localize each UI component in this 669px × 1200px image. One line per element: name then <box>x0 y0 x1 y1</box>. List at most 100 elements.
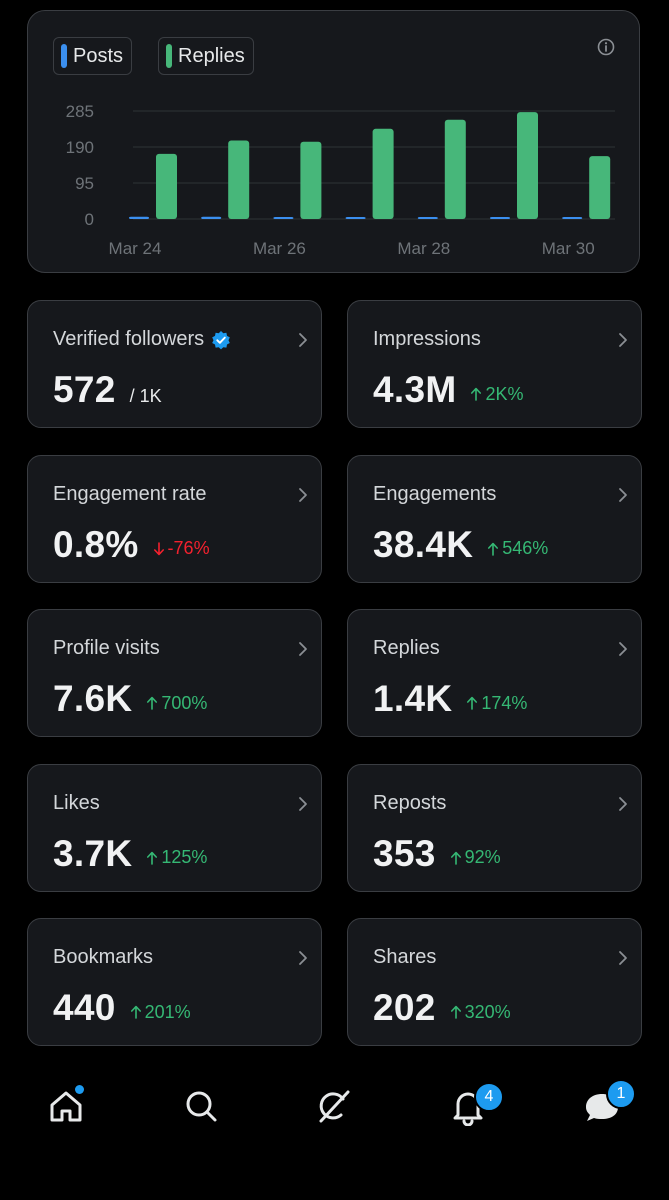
posts-bar[interactable] <box>201 216 222 219</box>
arrow-up-icon <box>147 851 158 865</box>
stat-change: 125% <box>146 847 207 868</box>
stat-label: Reposts <box>373 792 446 815</box>
chevron-right-icon <box>299 951 307 965</box>
stat-label: Verified followers <box>53 328 231 351</box>
chevron-right-icon <box>619 333 627 347</box>
search-icon <box>186 1091 217 1122</box>
stat-label-text: Verified followers <box>53 328 205 350</box>
posts-bar[interactable] <box>273 217 294 219</box>
replies-bar[interactable] <box>589 156 611 219</box>
posts-bar[interactable] <box>129 216 149 219</box>
stat-value: 1.4K <box>373 678 453 719</box>
nav-search[interactable] <box>181 1086 225 1130</box>
stat-value-row: 572 / 1K <box>53 369 162 411</box>
legend-replies-label: Replies <box>178 44 245 67</box>
nav-messages[interactable]: 1 <box>582 1079 636 1130</box>
stat-card[interactable]: Profile visits 7.6K 700% <box>27 609 322 737</box>
stat-change: 92% <box>450 847 501 868</box>
posts-bar[interactable] <box>490 217 510 219</box>
replies-bar[interactable] <box>444 119 466 219</box>
stat-card[interactable]: Replies 1.4K 174% <box>347 609 642 737</box>
stat-value: 7.6K <box>53 678 133 719</box>
x-tick-label: Mar 28 <box>397 239 450 258</box>
posts-bar[interactable] <box>562 217 583 219</box>
stat-change-text: 92% <box>464 847 501 867</box>
chevron-right-icon <box>299 333 307 347</box>
legend-posts-toggle[interactable]: Posts <box>53 37 133 75</box>
arrow-up-icon <box>147 696 158 710</box>
posts-bar[interactable] <box>417 217 438 219</box>
stat-card[interactable]: Bookmarks 440 201% <box>27 918 322 1046</box>
nav-notifications[interactable]: 4 <box>448 1082 504 1130</box>
stat-change-text: -76% <box>167 538 210 558</box>
replies-bar[interactable] <box>156 153 177 219</box>
chevron-right-icon <box>619 642 627 656</box>
stat-card[interactable]: Verified followers 572 / 1K <box>27 300 322 428</box>
stat-value-row: 3.7K 125% <box>53 833 207 875</box>
x-tick-label: Mar 24 <box>109 239 162 258</box>
stat-value: 353 <box>373 832 436 874</box>
info-circle-icon[interactable] <box>596 37 616 57</box>
stat-value-row: 38.4K 546% <box>373 524 548 566</box>
y-tick-label: 190 <box>66 138 94 157</box>
analytics-chart-card: Posts Replies 285 190 95 0 Mar 24 Mar 26 Mar 2… <box>27 10 640 273</box>
posts-swatch <box>61 44 67 68</box>
stat-change-text: 320% <box>464 1001 511 1022</box>
stat-value-row: 0.8% -76% <box>53 524 210 566</box>
x-tick-label: Mar 30 <box>542 239 595 258</box>
stat-change-text: 2K% <box>485 383 524 404</box>
stat-change-text: 201% <box>144 1001 191 1022</box>
grok-icon <box>319 1090 350 1123</box>
stat-change-text: 546% <box>502 538 549 558</box>
chevron-right-icon <box>619 951 627 965</box>
posts-bar[interactable] <box>345 217 366 219</box>
replies-bar[interactable] <box>228 140 250 219</box>
y-tick-label: 285 <box>66 102 94 121</box>
bottom-nav: 4 1 <box>0 1068 669 1152</box>
arrow-up-icon <box>450 851 461 865</box>
y-tick-label: 0 <box>85 210 94 229</box>
stat-change: 320% <box>450 1002 511 1023</box>
stat-label-text: Reposts <box>373 791 447 814</box>
messages-badge: 1 <box>606 1079 636 1109</box>
chevron-right-icon <box>299 796 307 811</box>
stat-card[interactable]: Reposts 353 92% <box>347 763 642 892</box>
home-unread-dot <box>75 1085 84 1094</box>
legend-replies-toggle[interactable]: Replies <box>158 37 254 75</box>
stat-label-text: Replies <box>373 637 440 659</box>
stat-value-row: 353 92% <box>373 833 501 875</box>
bell-icon <box>453 1092 483 1127</box>
stat-value: 3.7K <box>53 832 133 874</box>
stat-value: 4.3M <box>373 369 457 410</box>
stat-change: -76% <box>153 538 210 559</box>
stat-label-text: Profile visits <box>53 637 160 659</box>
stat-change: 2K% <box>470 383 524 405</box>
stat-card[interactable]: Shares 202 320% <box>347 918 642 1046</box>
stat-change: 700% <box>146 693 207 714</box>
arrow-up-icon <box>130 1005 141 1019</box>
chevron-right-icon <box>619 796 627 811</box>
arrow-up-icon <box>471 387 482 401</box>
stat-card[interactable]: Engagement rate 0.8% -76% <box>27 454 322 583</box>
stat-label: Engagements <box>373 483 496 506</box>
replies-bar[interactable] <box>300 141 322 219</box>
arrow-up-icon <box>488 542 499 556</box>
stat-value-row: 1.4K 174% <box>373 678 527 720</box>
stat-label-text: Likes <box>53 791 100 814</box>
replies-bar[interactable] <box>517 112 538 219</box>
stat-value: 572 <box>53 369 116 410</box>
stat-value-row: 4.3M 2K% <box>373 369 524 411</box>
stat-card[interactable]: Engagements 38.4K 546% <box>347 454 642 583</box>
notifications-badge: 4 <box>474 1082 504 1112</box>
nav-home[interactable] <box>46 1085 90 1130</box>
stat-value: 440 <box>53 987 116 1028</box>
stat-label-text: Bookmarks <box>53 946 154 968</box>
stat-label: Replies <box>373 637 440 660</box>
stat-card[interactable]: Likes 3.7K 125% <box>27 763 322 892</box>
verified-badge-icon <box>212 330 230 349</box>
bar-chart: 285 190 95 0 Mar 24 Mar 26 Mar 28 Mar 30 <box>66 102 615 258</box>
replies-bar[interactable] <box>372 128 394 219</box>
stat-card[interactable]: Impressions 4.3M 2K% <box>347 300 642 428</box>
stat-change: 174% <box>466 693 527 714</box>
nav-grok[interactable] <box>314 1086 358 1130</box>
